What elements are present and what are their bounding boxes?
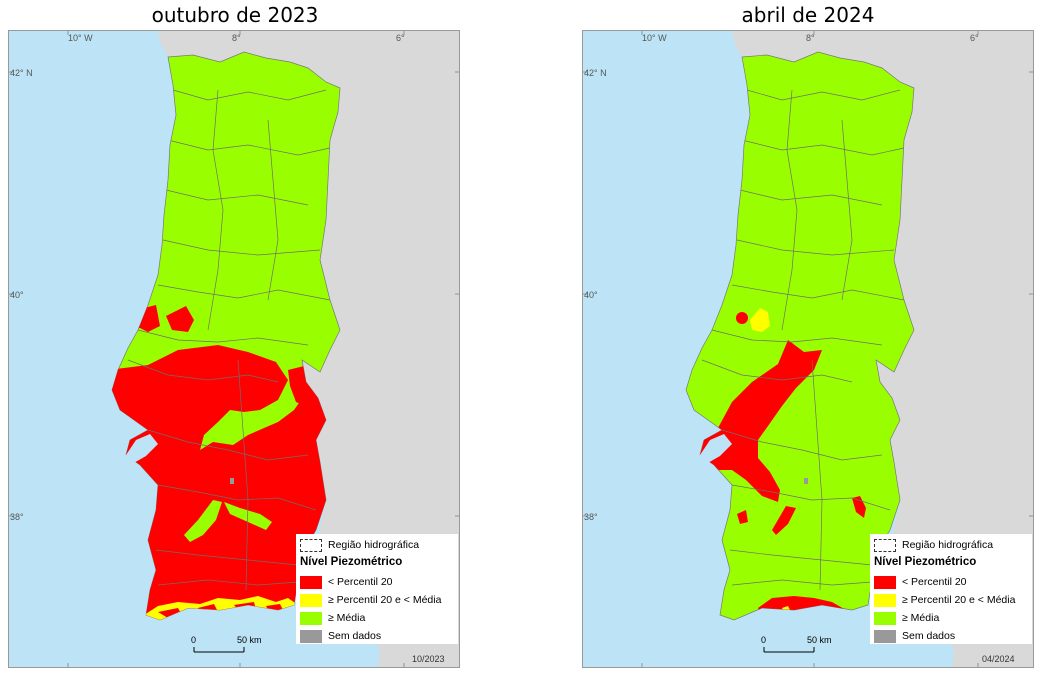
lon-label-10w: 10° W bbox=[68, 33, 93, 43]
portugal-map: 10° W 8° 6° 42° N 40° 38° 0 50 km bbox=[8, 30, 460, 668]
lon-label-10w: 10° W bbox=[642, 33, 667, 43]
legend-label: Sem dados bbox=[328, 630, 382, 642]
legend-label: < Percentil 20 bbox=[328, 576, 393, 588]
below-p20-region-nw-2 bbox=[166, 306, 194, 332]
lat-label-40: 40° bbox=[584, 290, 598, 300]
legend-swatch-grey bbox=[300, 629, 322, 643]
scale-start: 0 bbox=[761, 635, 766, 645]
no-data-patch bbox=[804, 478, 808, 484]
legend-item: < Percentil 20 bbox=[874, 574, 967, 590]
legend-boundary-label: Região hidrográfica bbox=[328, 539, 420, 551]
legend-item: < Percentil 20 bbox=[300, 574, 393, 590]
map-frame: 10° W 8° 6° 42° N 40° 38° 0 50 km Região… bbox=[582, 30, 1034, 668]
map-panel-october-2023: outubro de 2023 bbox=[0, 0, 470, 676]
lon-label-8: 8° bbox=[232, 33, 241, 43]
legend-swatch-green bbox=[300, 611, 322, 625]
lat-label-42n: 42° N bbox=[10, 68, 33, 78]
legend-boundary-label: Região hidrográfica bbox=[902, 539, 994, 551]
spain-land bbox=[158, 30, 460, 668]
tagus-estuary bbox=[698, 434, 732, 464]
map-frame: 10° W 8° 6° 42° N 40° 38° 0 50 km Região… bbox=[8, 30, 460, 668]
lat-label-42n: 42° N bbox=[584, 68, 607, 78]
legend-label: ≥ Média bbox=[328, 612, 366, 624]
map-legend: Região hidrográfica Nível Piezométrico <… bbox=[296, 534, 458, 644]
legend-item: ≥ Média bbox=[874, 610, 939, 626]
legend-item: Sem dados bbox=[874, 628, 955, 644]
lon-label-6: 6° bbox=[970, 33, 979, 43]
lat-label-38: 38° bbox=[584, 512, 598, 522]
spain-land bbox=[732, 30, 1034, 668]
below-p20-spot-north bbox=[736, 312, 748, 324]
lat-label-38: 38° bbox=[10, 512, 24, 522]
above-mean-island-2 bbox=[224, 502, 272, 530]
legend-title: Nível Piezométrico bbox=[300, 556, 403, 568]
legend-label: ≥ Percentil 20 e < Média bbox=[902, 594, 1016, 606]
date-stamp: 04/2024 bbox=[982, 654, 1015, 664]
map-legend: Região hidrográfica Nível Piezométrico <… bbox=[870, 534, 1032, 644]
legend-item: ≥ Percentil 20 e < Média bbox=[300, 592, 441, 608]
basin-boundaries bbox=[701, 89, 905, 591]
date-stamp: 10/2023 bbox=[412, 654, 445, 664]
scale-end: 50 km bbox=[237, 635, 262, 645]
legend-label: < Percentil 20 bbox=[902, 576, 967, 588]
p20-mean-patch-north bbox=[750, 308, 770, 332]
legend-swatch-red bbox=[300, 575, 322, 589]
scale-start: 0 bbox=[191, 635, 196, 645]
lat-label-40: 40° bbox=[10, 290, 24, 300]
legend-swatch-yellow bbox=[874, 593, 896, 607]
no-data-patch bbox=[230, 478, 234, 484]
basin-boundaries bbox=[127, 89, 331, 591]
below-p20-sliver bbox=[772, 506, 796, 535]
legend-label: ≥ Percentil 20 e < Média bbox=[328, 594, 442, 606]
scale-bar: 0 50 km bbox=[761, 635, 832, 653]
below-p20-region-west bbox=[737, 510, 748, 524]
tagus-estuary bbox=[124, 434, 158, 464]
legend-swatch-yellow bbox=[300, 593, 322, 607]
legend-label: ≥ Média bbox=[902, 612, 940, 624]
scale-bar: 0 50 km bbox=[191, 635, 262, 653]
legend-boundary-row: Região hidrográfica bbox=[874, 537, 993, 553]
dashed-boundary-swatch bbox=[874, 538, 896, 552]
map-panel-april-2024: abril de 2024 bbox=[578, 0, 1038, 676]
below-p20-region-tagus bbox=[692, 340, 822, 502]
above-mean-island-1 bbox=[184, 500, 222, 542]
lon-label-8: 8° bbox=[806, 33, 815, 43]
scale-end: 50 km bbox=[807, 635, 832, 645]
legend-item: ≥ Percentil 20 e < Média bbox=[874, 592, 1015, 608]
map-title: abril de 2024 bbox=[741, 3, 875, 27]
legend-swatch-green bbox=[874, 611, 896, 625]
legend-item: ≥ Média bbox=[300, 610, 365, 626]
lon-label-6: 6° bbox=[396, 33, 405, 43]
map-title: outubro de 2023 bbox=[151, 3, 319, 27]
legend-label: Sem dados bbox=[902, 630, 956, 642]
dashed-boundary-swatch bbox=[300, 538, 322, 552]
legend-title: Nível Piezométrico bbox=[874, 556, 977, 568]
legend-swatch-red bbox=[874, 575, 896, 589]
legend-boundary-row: Região hidrográfica bbox=[300, 537, 419, 553]
legend-item: Sem dados bbox=[300, 628, 381, 644]
legend-swatch-grey bbox=[874, 629, 896, 643]
